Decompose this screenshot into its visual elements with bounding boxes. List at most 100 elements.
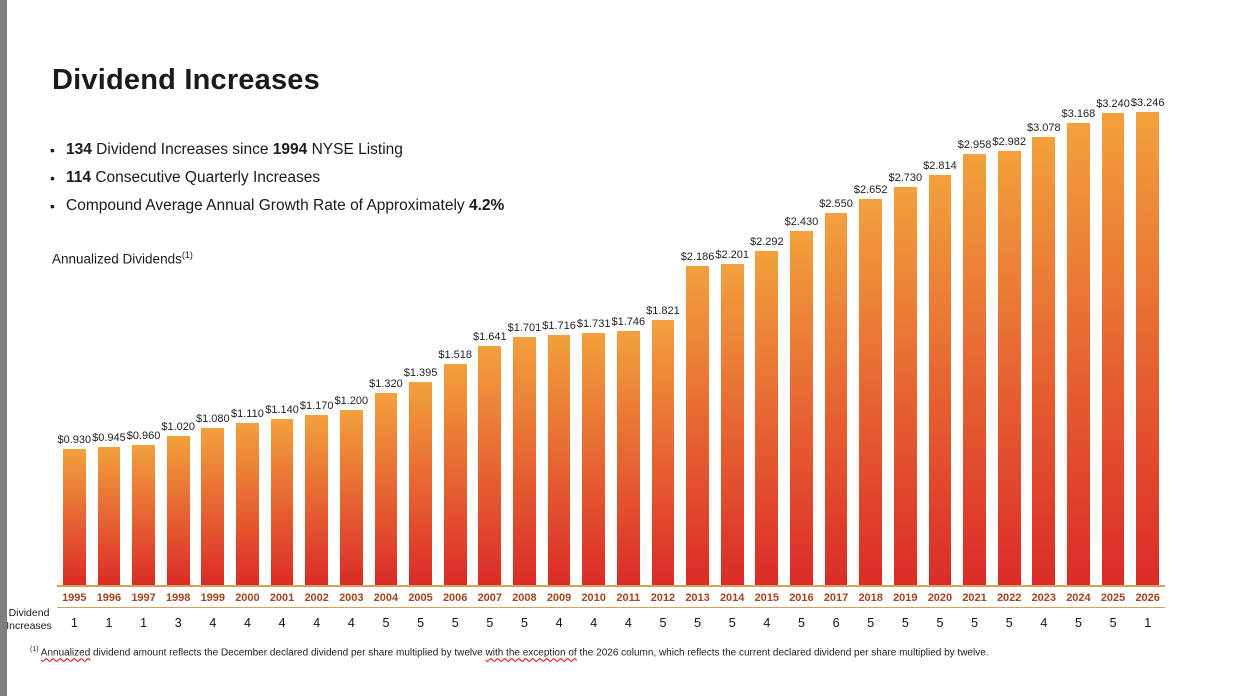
footnote-seg2: dividend amount reflects the December de… xyxy=(90,647,486,659)
increase-count: 1 xyxy=(105,616,113,630)
bar-value-label: $1.746 xyxy=(611,316,646,328)
year-label: 2007 xyxy=(477,592,503,604)
dividend-bar xyxy=(686,266,709,585)
years-row: 1995 1996 1997 1998 1999 2000 2001 2002 2003 2004… xyxy=(57,589,1165,608)
dividend-bar xyxy=(997,151,1021,585)
dividend-bar xyxy=(755,251,779,585)
year-label: 2013 xyxy=(685,592,710,604)
bar-column: $1.200 xyxy=(334,88,369,585)
year-label: 2019 xyxy=(893,592,918,604)
bar-value-label: $1.641 xyxy=(472,331,507,343)
increase-count: 4 xyxy=(590,616,598,630)
footnote-sup: (1) xyxy=(30,646,39,653)
increase-count: 4 xyxy=(278,616,286,630)
year-label: 2014 xyxy=(719,592,745,604)
dividend-bar xyxy=(790,231,813,585)
bullet-text: Compound Average Annual Growth Rate of A… xyxy=(66,197,469,214)
bar-column: $1.821 xyxy=(646,88,681,585)
bar-value-label: $0.960 xyxy=(126,430,161,442)
year-label: 2003 xyxy=(339,592,364,604)
year-label: 1996 xyxy=(96,592,122,604)
bar-column: $1.395 xyxy=(403,88,438,585)
year-label: 1995 xyxy=(62,592,87,604)
dividend-bar xyxy=(339,410,363,585)
bar-value-label: $1.110 xyxy=(231,408,264,420)
bar-value-label: $2.982 xyxy=(992,136,1027,148)
page-title: Dividend Increases xyxy=(52,64,320,96)
increase-count: 1 xyxy=(70,616,78,630)
bar-column: $3.246 xyxy=(1130,88,1165,585)
bar-column: $0.960 xyxy=(126,88,161,585)
increase-count: 5 xyxy=(936,616,944,630)
bar-value-label: $2.814 xyxy=(923,160,957,172)
bar-column: $2.201 xyxy=(715,88,750,585)
bar-column: $1.518 xyxy=(438,88,473,585)
bar-column: $1.641 xyxy=(473,88,508,585)
increase-count: 5 xyxy=(971,616,979,630)
increase-count: 5 xyxy=(867,616,875,630)
bar-value-label: $1.395 xyxy=(403,367,438,379)
footnote: (1) Annualized dividend amount reflects … xyxy=(30,646,1221,658)
year-label: 2015 xyxy=(754,592,780,604)
bar-column: $3.240 xyxy=(1096,88,1131,585)
bar-column: $2.292 xyxy=(750,88,785,585)
dividend-bar xyxy=(1032,137,1056,585)
dividend-bar xyxy=(201,428,225,585)
bar-column: $3.168 xyxy=(1061,88,1096,585)
increase-count: 5 xyxy=(486,616,494,630)
dividend-bar xyxy=(409,382,432,585)
dividend-bar xyxy=(374,393,398,585)
dividend-bar xyxy=(928,175,952,585)
increase-count: 5 xyxy=(901,616,909,630)
bar-value-label: $1.170 xyxy=(299,400,334,412)
bar-value-label: $1.020 xyxy=(161,421,196,433)
year-label: 2016 xyxy=(789,592,814,604)
bullet-item: 134 Dividend Increases since 1994 NYSE L… xyxy=(50,136,504,164)
year-label: 2021 xyxy=(962,592,987,604)
bar-column: $1.701 xyxy=(507,88,542,585)
bullet-list: 134 Dividend Increases since 1994 NYSE L… xyxy=(50,136,504,220)
increase-count: 4 xyxy=(347,616,355,630)
increase-count: 4 xyxy=(624,616,632,630)
bar-value-label: $3.240 xyxy=(1096,98,1130,110)
bar-value-label: $1.320 xyxy=(369,378,403,390)
bar-column: $0.930 xyxy=(57,88,92,585)
year-label: 2022 xyxy=(996,592,1022,604)
bar-column: $0.945 xyxy=(92,88,127,585)
year-label: 2020 xyxy=(927,592,953,604)
dividend-bar xyxy=(236,423,259,585)
bar-value-label: $2.730 xyxy=(888,172,923,184)
footnote-seg1: Annualized xyxy=(40,647,91,659)
bar-chart: $0.930 $0.945 $0.960 $1.020 $1.080 $1.110 $1.1… xyxy=(57,88,1165,587)
increases-row: 1 1 1 3 4 4 4 4 4 5 5 5 5 5 4 4 4 5 5 5 4 5 6 5 5 5 5 5 4 5 5 1 xyxy=(57,612,1165,634)
bar-value-label: $1.200 xyxy=(334,395,369,407)
bar-column: $1.731 xyxy=(576,88,611,585)
bar-column: $1.170 xyxy=(299,88,334,585)
year-label: 1999 xyxy=(200,592,226,604)
bullet-text: NYSE Listing xyxy=(307,141,403,158)
bar-value-label: $1.701 xyxy=(507,322,542,334)
dividend-bar xyxy=(720,264,744,585)
bar-value-label: $3.246 xyxy=(1130,97,1165,109)
year-label: 2005 xyxy=(408,592,433,604)
increase-count: 5 xyxy=(797,616,805,630)
year-label: 2018 xyxy=(858,592,883,604)
increase-count: 5 xyxy=(417,616,425,630)
bar-value-label: $2.201 xyxy=(715,249,750,261)
bar-column: $2.652 xyxy=(853,88,888,585)
year-label: 2025 xyxy=(1100,592,1126,604)
footnote-marker: (1) xyxy=(181,250,193,260)
footnote-seg3: with the exception of xyxy=(485,647,577,659)
increase-count: 5 xyxy=(694,616,702,630)
bar-column: $2.814 xyxy=(923,88,958,585)
increase-count: 5 xyxy=(1074,616,1082,630)
bar-column: $1.080 xyxy=(196,88,231,585)
bar-value-label: $2.958 xyxy=(957,139,992,151)
bar-column: $2.730 xyxy=(888,88,923,585)
dividend-bar xyxy=(859,199,883,585)
dividend-bar xyxy=(547,335,571,585)
bar-column: $2.958 xyxy=(957,88,992,585)
increase-count: 4 xyxy=(313,616,321,630)
bullet-text: Dividend Increases since xyxy=(91,141,273,158)
bullet-text: Consecutive Quarterly Increases xyxy=(91,169,321,186)
